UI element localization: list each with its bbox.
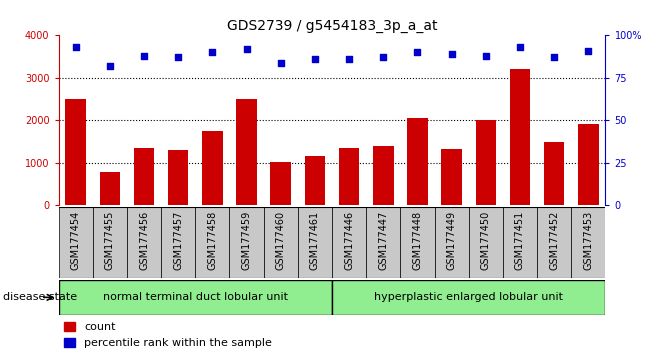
Bar	[59, 280, 332, 315]
Text: GSM177447: GSM177447	[378, 211, 388, 270]
Bar	[134, 148, 154, 205]
Bar	[578, 124, 598, 205]
Text: GSM177455: GSM177455	[105, 211, 115, 270]
Point	[173, 55, 184, 60]
Text: GSM177449: GSM177449	[447, 211, 456, 270]
Text: GSM177460: GSM177460	[276, 211, 286, 270]
Text: GSM177459: GSM177459	[242, 211, 251, 270]
Bar	[236, 99, 256, 205]
Point	[275, 60, 286, 65]
Text: disease state: disease state	[3, 292, 77, 302]
Text: GSM177454: GSM177454	[71, 211, 81, 270]
Point	[105, 63, 115, 69]
Point	[378, 55, 389, 60]
Bar	[264, 207, 298, 278]
Point	[139, 53, 149, 59]
Bar	[271, 162, 291, 205]
Bar	[230, 207, 264, 278]
Point	[242, 46, 252, 52]
Bar	[339, 148, 359, 205]
Legend: count, percentile rank within the sample: count, percentile rank within the sample	[64, 322, 272, 348]
Text: GSM177450: GSM177450	[481, 211, 491, 270]
Text: hyperplastic enlarged lobular unit: hyperplastic enlarged lobular unit	[374, 292, 563, 302]
Point	[70, 45, 81, 50]
Bar	[373, 146, 393, 205]
Bar	[202, 131, 223, 205]
Point	[549, 55, 559, 60]
Point	[583, 48, 594, 53]
Bar	[572, 207, 605, 278]
Bar	[332, 280, 605, 315]
Point	[310, 56, 320, 62]
Point	[412, 50, 422, 55]
Bar	[100, 172, 120, 205]
Title: GDS2739 / g5454183_3p_a_at: GDS2739 / g5454183_3p_a_at	[227, 19, 437, 33]
Bar	[366, 207, 400, 278]
Bar	[441, 149, 462, 205]
Text: GSM177457: GSM177457	[173, 211, 183, 270]
Bar	[435, 207, 469, 278]
Point	[447, 51, 457, 57]
Text: GSM177446: GSM177446	[344, 211, 354, 270]
Bar	[195, 207, 230, 278]
Bar	[161, 207, 195, 278]
Bar	[92, 207, 127, 278]
Text: GSM177448: GSM177448	[413, 211, 422, 270]
Point	[515, 45, 525, 50]
Bar	[475, 120, 496, 205]
Bar	[537, 207, 572, 278]
Point	[207, 50, 217, 55]
Bar	[298, 207, 332, 278]
Bar	[510, 69, 530, 205]
Text: normal terminal duct lobular unit: normal terminal duct lobular unit	[103, 292, 288, 302]
Bar	[305, 156, 325, 205]
Text: GSM177452: GSM177452	[549, 211, 559, 270]
Bar	[400, 207, 435, 278]
Text: GSM177451: GSM177451	[515, 211, 525, 270]
Bar	[408, 118, 428, 205]
Text: GSM177458: GSM177458	[208, 211, 217, 270]
Bar	[59, 207, 92, 278]
Point	[344, 56, 354, 62]
Text: GSM177461: GSM177461	[310, 211, 320, 270]
Bar	[332, 207, 366, 278]
Bar	[65, 99, 86, 205]
Point	[480, 53, 491, 59]
Bar	[503, 207, 537, 278]
Text: GSM177456: GSM177456	[139, 211, 149, 270]
Bar	[544, 142, 564, 205]
Bar	[168, 150, 189, 205]
Bar	[469, 207, 503, 278]
Text: GSM177453: GSM177453	[583, 211, 593, 270]
Bar	[127, 207, 161, 278]
